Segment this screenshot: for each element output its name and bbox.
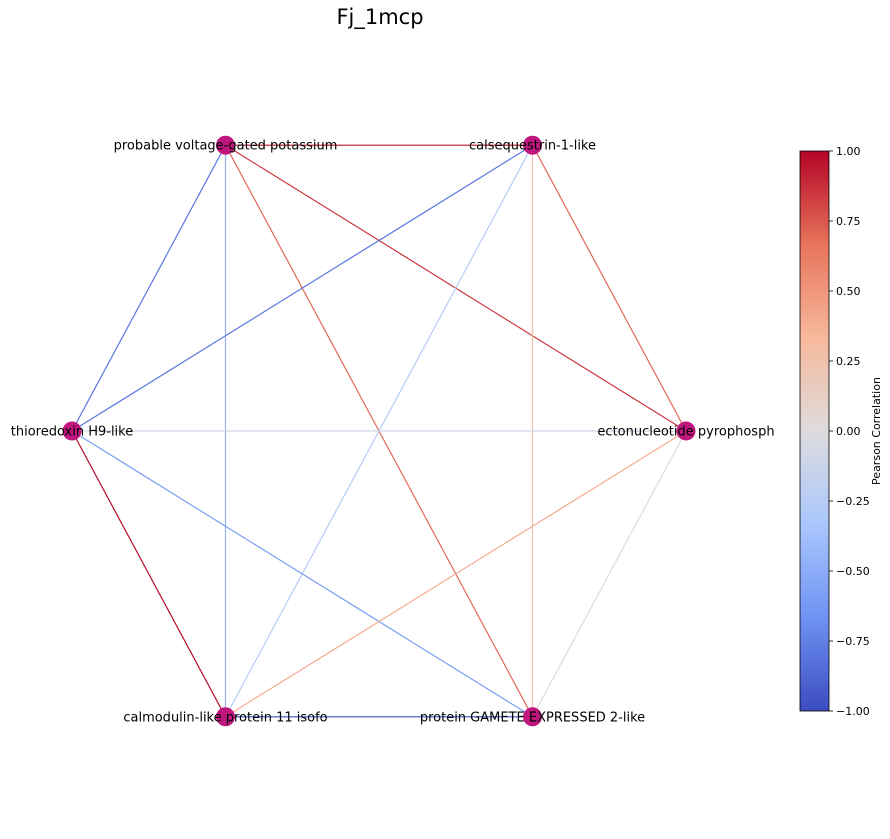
edge-n3-n5	[71, 430, 533, 718]
edge-n0-n4	[225, 430, 687, 718]
nodes-layer	[62, 135, 696, 727]
colorbar: 1.00 0.75 0.50 0.25 0.00 −0.25 −0.50 −0.75 −1.00…	[799, 145, 883, 718]
colorbar-label: Pearson Correlation	[870, 377, 883, 485]
colorbar-tick-label: 0.25	[836, 355, 861, 368]
edges-layer	[71, 144, 687, 718]
node-label-n1: calsequestrin-1-like	[469, 139, 596, 154]
colorbar-gradient	[799, 150, 830, 712]
chart-title: Fj_1mcp	[336, 5, 423, 30]
node-n5	[523, 707, 542, 727]
node-label-n5: protein GAMETE EXPRESSED 2-like	[420, 710, 645, 725]
node-n0	[676, 421, 696, 441]
colorbar-tick-label: −0.75	[836, 635, 870, 648]
colorbar-tick-label: 0.00	[836, 425, 861, 438]
edge-n1-n3	[71, 144, 533, 432]
colorbar-tick-label: −0.50	[836, 565, 870, 578]
node-n2	[216, 135, 235, 155]
edge-n0-n5	[531, 430, 687, 718]
edge-n3-n4	[71, 430, 227, 718]
node-n3	[62, 421, 82, 441]
colorbar-tick-label: 0.75	[836, 215, 861, 228]
colorbar-tick-label: 0.50	[836, 285, 861, 298]
edge-n1-n0	[531, 144, 687, 432]
node-label-n4: calmodulin-like protein 11 isofo	[123, 710, 327, 725]
colorbar-tick-label: −1.00	[836, 705, 870, 718]
node-n1	[523, 135, 542, 155]
edge-n2-n3	[71, 144, 227, 432]
node-label-n2: probable voltage-gated potassium	[114, 139, 338, 154]
colorbar-ticks: 1.00 0.75 0.50 0.25 0.00 −0.25 −0.50 −0.75 −1.00	[829, 145, 870, 718]
node-n4	[216, 707, 235, 727]
colorbar-tick-label: 1.00	[836, 145, 861, 158]
node-labels-layer: ectonucleotide pyrophosph calsequestrin-1…	[11, 139, 775, 726]
node-label-n0: ectonucleotide pyrophosph	[597, 425, 774, 440]
node-label-n3: thioredoxin H9-like	[11, 425, 133, 440]
colorbar-tick-label: −0.25	[836, 495, 870, 508]
